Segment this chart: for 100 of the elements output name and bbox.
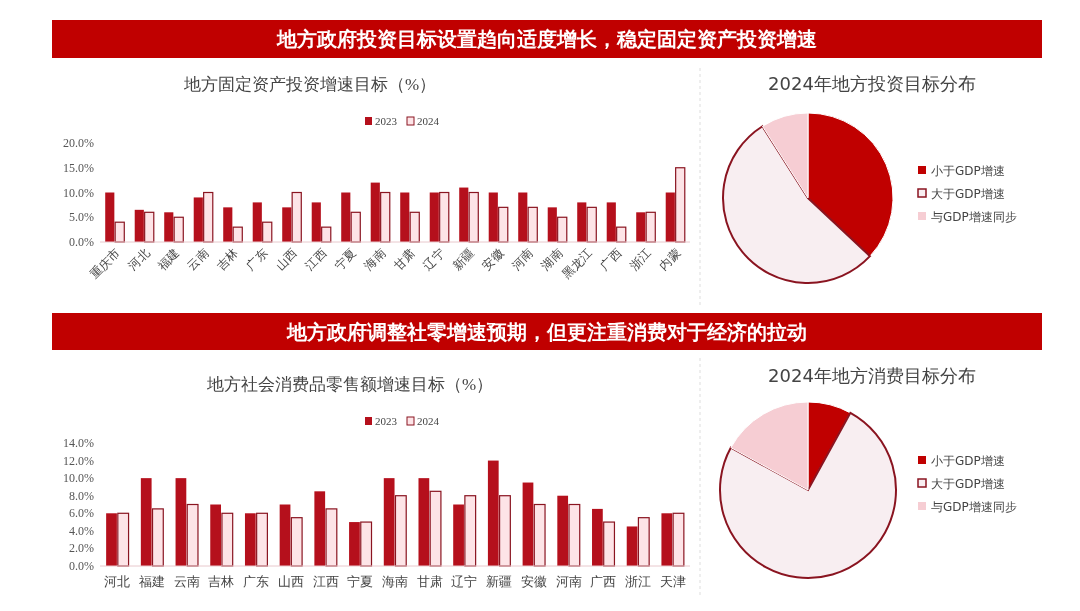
x-tick-label: 河北 — [104, 574, 131, 589]
bar — [418, 478, 430, 566]
chart-title: 地方政府调整社零增速预期，但更注重消费对于经济的拉动 — [286, 320, 807, 343]
bar — [290, 517, 303, 567]
y-tick-label: 4.0% — [69, 523, 94, 538]
y-tick-label: 14.0% — [63, 436, 94, 450]
bar — [675, 167, 686, 243]
bar — [311, 202, 321, 242]
bar — [488, 192, 498, 242]
bar — [114, 221, 125, 243]
bar — [291, 191, 302, 243]
x-tick-label: 安徽 — [520, 574, 547, 589]
y-tick-label: 0.0% — [69, 235, 94, 249]
x-tick-label: 甘肃 — [391, 246, 418, 274]
bar — [459, 187, 469, 242]
x-tick-label: 山西 — [273, 246, 300, 274]
x-tick-label: 广东 — [243, 574, 270, 589]
bar — [223, 207, 233, 242]
x-tick-label: 云南 — [184, 246, 212, 274]
x-tick-label: 吉林 — [214, 246, 241, 274]
bar — [487, 460, 499, 566]
bar — [186, 503, 199, 567]
y-tick-label: 5.0% — [69, 210, 94, 225]
bar — [173, 216, 184, 243]
x-tick-label: 山西 — [277, 574, 304, 589]
bar — [256, 512, 268, 567]
bar — [350, 211, 361, 243]
bar — [577, 202, 587, 242]
x-tick-label: 天津 — [659, 574, 686, 589]
bar — [606, 202, 616, 242]
x-tick-label: 内蒙 — [656, 246, 684, 274]
y-tick-label: 10.0% — [63, 471, 94, 486]
legend-label: 2024 — [417, 115, 440, 127]
x-tick-label: 浙江 — [627, 246, 654, 274]
bar — [527, 206, 538, 243]
bar — [429, 192, 439, 242]
bar — [672, 512, 685, 567]
chart-subtitle: 地方社会消费品零售额增速目标（%） — [205, 375, 494, 394]
legend-label: 小于GDP增速 — [931, 454, 1005, 468]
pie-slice — [722, 125, 871, 284]
bar — [105, 192, 115, 242]
bar — [533, 503, 546, 567]
x-tick-label: 河北 — [125, 246, 153, 274]
x-tick-label: 吉林 — [208, 574, 235, 589]
bar — [175, 478, 187, 566]
bar — [279, 504, 291, 566]
bar — [586, 206, 597, 243]
bar — [221, 512, 234, 567]
bar — [325, 508, 338, 567]
bar — [626, 526, 638, 566]
legend-label: 与GDP增速同步 — [931, 210, 1017, 224]
x-tick-label: 海南 — [382, 574, 408, 589]
y-tick-label: 8.0% — [69, 488, 94, 503]
chart-title: 2024年地方投资目标分布 — [768, 73, 976, 94]
chart-subtitle: 地方固定资产投资增速目标（%） — [182, 75, 437, 94]
x-tick-label: 福建 — [139, 574, 166, 589]
y-tick-label: 2.0% — [69, 541, 94, 556]
x-tick-label: 新疆 — [450, 246, 477, 274]
bar — [203, 191, 214, 243]
legend-label: 2024 — [417, 415, 440, 427]
x-tick-label: 宁夏 — [332, 246, 359, 274]
x-tick-label: 江西 — [302, 246, 330, 274]
bar — [151, 508, 164, 567]
bar — [464, 495, 477, 567]
y-tick-label: 12.0% — [63, 453, 94, 468]
bar — [429, 490, 442, 567]
x-tick-label: 宁夏 — [347, 574, 374, 589]
bar — [144, 211, 155, 243]
y-tick-label: 20.0% — [63, 136, 94, 150]
bar — [453, 504, 464, 566]
x-tick-label: 福建 — [155, 246, 182, 274]
bar — [498, 206, 509, 243]
bar — [106, 513, 117, 566]
bar — [134, 209, 144, 242]
bar — [637, 517, 650, 567]
x-tick-label: 江西 — [312, 574, 339, 589]
bar — [400, 192, 410, 242]
bar — [518, 192, 528, 242]
x-tick-label: 河南 — [555, 574, 582, 589]
legend-label: 大于GDP增速 — [931, 477, 1005, 491]
x-tick-label: 辽宁 — [420, 246, 448, 274]
bar — [645, 211, 656, 243]
legend-label: 大于GDP增速 — [931, 187, 1005, 201]
bar — [557, 495, 569, 566]
bar — [244, 513, 256, 566]
bar — [409, 211, 420, 243]
x-tick-label: 广西 — [597, 246, 625, 274]
x-tick-label: 河南 — [509, 246, 536, 274]
y-tick-label: 10.0% — [63, 185, 94, 200]
y-tick-label: 0.0% — [69, 559, 94, 573]
bar — [117, 512, 130, 567]
x-tick-label: 海南 — [361, 246, 389, 274]
bar — [252, 202, 262, 242]
x-tick-label: 重庆市 — [87, 246, 123, 282]
y-tick-label: 6.0% — [69, 506, 94, 521]
bar — [557, 216, 568, 243]
bar — [522, 482, 534, 566]
legend-label: 小于GDP增速 — [931, 164, 1005, 178]
bar — [468, 191, 479, 243]
chart-title: 2024年地方消费目标分布 — [768, 365, 976, 386]
